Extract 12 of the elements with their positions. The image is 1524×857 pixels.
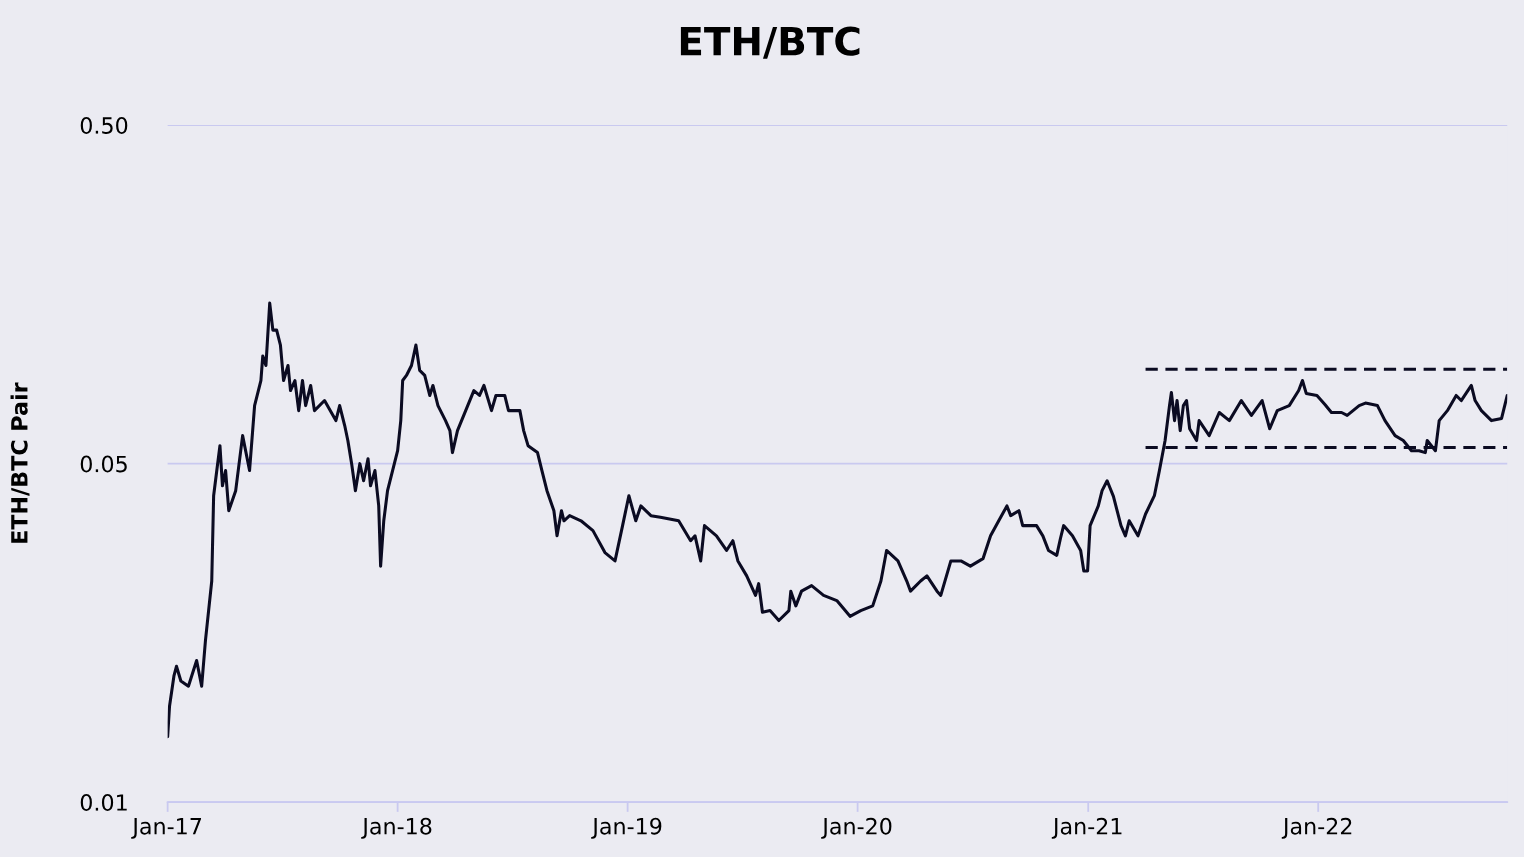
y-tick-label: 0.05 — [80, 455, 127, 473]
x-tick-label: Jan-21 — [1051, 817, 1122, 839]
chart-title: ETH/BTC — [680, 26, 860, 59]
line-series — [167, 301, 1508, 739]
y-tick-label: 0.50 — [80, 117, 128, 134]
x-tick-label: Jan-20 — [821, 817, 892, 839]
y-tick-label: 0.01 — [80, 794, 127, 811]
x-tick-label: Jan-18 — [361, 817, 432, 839]
y-axis-title: ETH/BTC Pair — [10, 382, 30, 543]
x-tick-label: Jan-22 — [1281, 817, 1352, 839]
x-tick-label: Jan-17 — [131, 818, 202, 839]
x-tick-label: Jan-19 — [591, 817, 662, 839]
